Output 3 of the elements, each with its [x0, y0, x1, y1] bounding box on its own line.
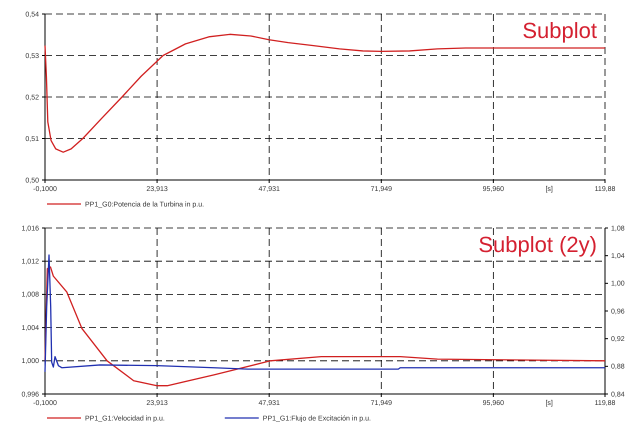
chart-title: Subplot: [522, 18, 597, 43]
line-series: [44, 266, 606, 386]
chart-title: Subplot (2y): [478, 232, 597, 257]
